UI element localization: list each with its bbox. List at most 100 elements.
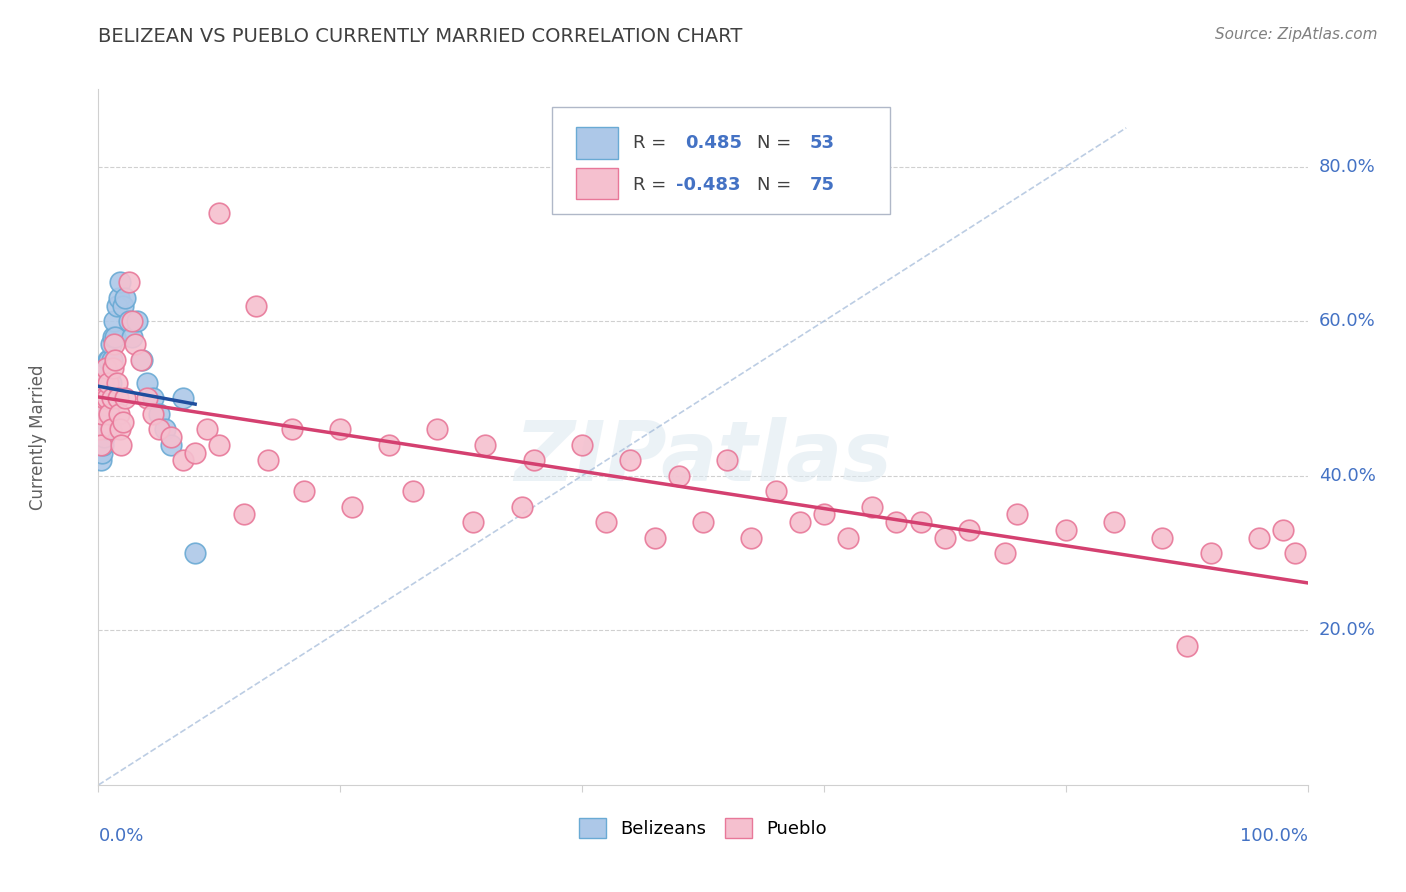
Point <box>184 546 207 560</box>
Point <box>108 291 131 305</box>
Text: 0.485: 0.485 <box>685 135 742 153</box>
Point <box>103 337 125 351</box>
Point <box>96 415 118 429</box>
Point <box>957 523 980 537</box>
Text: BELIZEAN VS PUEBLO CURRENTLY MARRIED CORRELATION CHART: BELIZEAN VS PUEBLO CURRENTLY MARRIED COR… <box>98 27 742 45</box>
Text: 80.0%: 80.0% <box>1319 158 1375 176</box>
Point <box>377 438 399 452</box>
FancyBboxPatch shape <box>551 106 890 214</box>
Point <box>110 438 132 452</box>
Point <box>837 531 859 545</box>
Point <box>135 392 157 406</box>
Point <box>329 422 352 436</box>
Point <box>91 360 114 375</box>
Point <box>91 392 114 406</box>
Point <box>114 392 136 406</box>
Point <box>103 314 125 328</box>
Point <box>208 206 231 220</box>
Point <box>1102 515 1125 529</box>
Text: R =: R = <box>633 176 666 194</box>
Point <box>111 299 134 313</box>
Point <box>172 392 194 406</box>
Point <box>474 438 496 452</box>
Point <box>886 515 908 529</box>
Point <box>97 352 120 367</box>
Point <box>100 376 122 390</box>
Legend: Belizeans, Pueblo: Belizeans, Pueblo <box>572 811 834 846</box>
Point <box>98 352 121 367</box>
Point <box>910 515 932 529</box>
Point <box>96 392 118 406</box>
Point <box>108 276 131 290</box>
Point <box>90 407 112 421</box>
Point <box>1054 523 1077 537</box>
Point <box>1249 531 1271 545</box>
Point <box>994 546 1017 560</box>
Point <box>100 392 122 406</box>
Point <box>1272 523 1295 537</box>
Point <box>153 422 176 436</box>
Point <box>97 376 120 390</box>
Point <box>523 453 546 467</box>
Point <box>127 314 149 328</box>
Point <box>172 453 194 467</box>
Point <box>93 392 115 406</box>
Point <box>90 438 112 452</box>
Text: ZIPatlas: ZIPatlas <box>515 417 891 499</box>
Point <box>111 415 134 429</box>
Point <box>184 445 207 459</box>
Point <box>98 392 121 406</box>
Point <box>91 415 114 429</box>
Point <box>91 407 114 421</box>
Point <box>1007 508 1029 522</box>
Text: Currently Married: Currently Married <box>30 364 46 510</box>
Point <box>644 531 666 545</box>
Text: N =: N = <box>758 135 792 153</box>
Point <box>108 407 131 421</box>
Text: 20.0%: 20.0% <box>1319 622 1375 640</box>
Point <box>93 376 115 390</box>
Point <box>104 352 127 367</box>
Point <box>114 291 136 305</box>
Point <box>256 453 278 467</box>
Point <box>91 376 114 390</box>
Text: 0.0%: 0.0% <box>98 827 143 845</box>
Point <box>94 360 117 375</box>
Point <box>98 407 121 421</box>
Point <box>595 515 617 529</box>
Point <box>105 299 128 313</box>
Point <box>148 422 170 436</box>
Point <box>91 438 114 452</box>
Point <box>208 438 231 452</box>
Point <box>90 438 112 452</box>
Point <box>619 453 641 467</box>
Point <box>101 360 124 375</box>
Point <box>100 422 122 436</box>
Text: 40.0%: 40.0% <box>1319 467 1375 484</box>
Point <box>104 329 127 343</box>
Point <box>118 276 141 290</box>
FancyBboxPatch shape <box>576 128 619 159</box>
Point <box>245 299 267 313</box>
Point <box>195 422 218 436</box>
Point <box>96 384 118 398</box>
Point <box>93 430 115 444</box>
Text: 75: 75 <box>810 176 834 194</box>
Point <box>160 438 183 452</box>
Point <box>402 484 425 499</box>
Point <box>668 468 690 483</box>
Point <box>89 392 111 406</box>
Point <box>1152 531 1174 545</box>
Point <box>692 515 714 529</box>
Point <box>96 360 118 375</box>
Text: 60.0%: 60.0% <box>1319 312 1375 330</box>
Point <box>716 453 738 467</box>
Point <box>342 500 364 514</box>
Point <box>121 314 143 328</box>
Text: R =: R = <box>633 135 666 153</box>
Point <box>89 422 111 436</box>
Point <box>91 399 114 413</box>
Point <box>1175 639 1198 653</box>
Point <box>860 500 883 514</box>
Point <box>100 337 122 351</box>
